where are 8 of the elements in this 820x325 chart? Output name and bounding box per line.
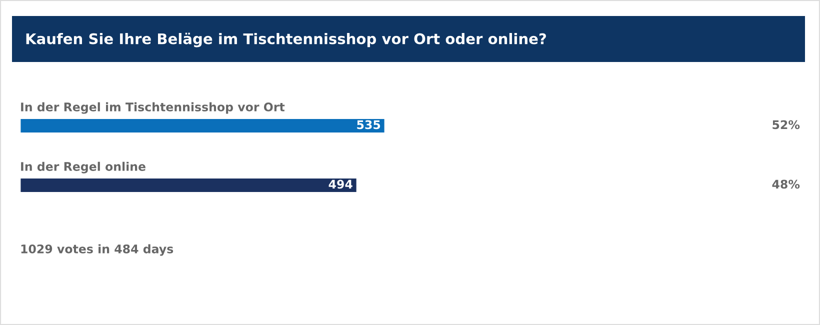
text: 52% (772, 120, 800, 130)
text: 1029 votes in 484 days (21, 244, 174, 256)
text: 48% (772, 180, 800, 189)
chart-title: Kaufen Sie Ihre Beläge im Tischtennisshop vor Ort oder online? (26, 32, 546, 48)
y-tick-label: In der Regel im Tischtennisshop vor Ort (21, 102, 285, 114)
data-label: 494 (328, 180, 352, 189)
data-label: 535 (357, 120, 380, 130)
y-tick-label: In der Regel online (21, 162, 146, 174)
